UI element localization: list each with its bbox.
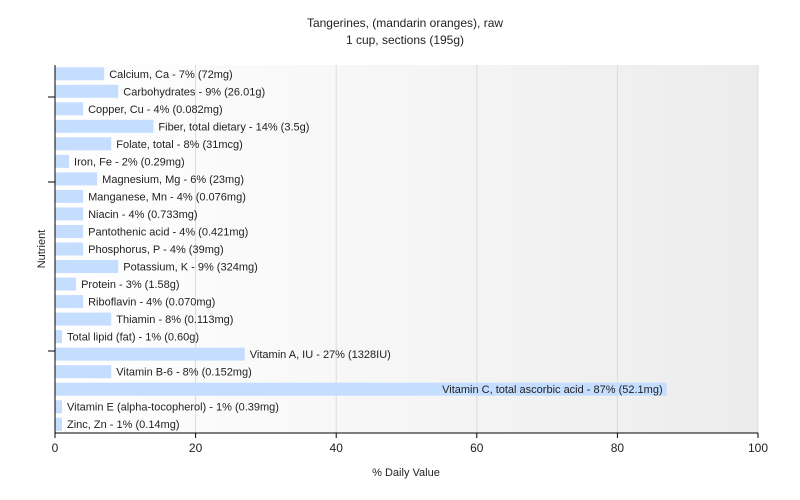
bar	[55, 102, 84, 116]
x-tick-label: 60	[470, 441, 484, 455]
bar-label: Calcium, Ca - 7% (72mg)	[109, 69, 232, 81]
bar	[55, 172, 98, 186]
bar-label: Fiber, total dietary - 14% (3.5g)	[158, 121, 309, 133]
bar	[55, 154, 70, 168]
bar-label: Manganese, Mn - 4% (0.076mg)	[88, 191, 246, 203]
gridlines	[195, 65, 759, 433]
bar	[55, 295, 84, 309]
bar-label: Zinc, Zn - 1% (0.14mg)	[67, 419, 179, 431]
bar-label: Carbohydrates - 9% (26.01g)	[123, 86, 265, 98]
bar-label: Total lipid (fat) - 1% (0.60g)	[67, 332, 199, 344]
bar	[55, 417, 63, 431]
bar-label: Potassium, K - 9% (324mg)	[123, 262, 258, 274]
bar-label: Vitamin B-6 - 8% (0.152mg)	[116, 367, 252, 379]
bar	[55, 137, 112, 151]
bar-label: Thiamin - 8% (0.113mg)	[116, 314, 233, 326]
bar	[55, 382, 667, 396]
bar-label: Folate, total - 8% (31mcg)	[116, 139, 243, 151]
bar-label: Copper, Cu - 4% (0.082mg)	[88, 104, 223, 116]
bar-label: Vitamin C, total ascorbic acid - 87% (52…	[442, 384, 663, 396]
bar-label: Niacin - 4% (0.733mg)	[88, 209, 197, 221]
bar-label: Protein - 3% (1.58g)	[81, 279, 179, 291]
x-tick-label: 20	[189, 441, 203, 455]
bar	[55, 224, 84, 238]
bar-label: Pantothenic acid - 4% (0.421mg)	[88, 226, 248, 238]
x-tick-label: 40	[330, 441, 344, 455]
bar-label: Phosphorus, P - 4% (39mg)	[88, 244, 224, 256]
bar	[55, 400, 63, 414]
bar-label: Magnesium, Mg - 6% (23mg)	[102, 174, 244, 186]
bar	[55, 67, 105, 81]
bar-label: Iron, Fe - 2% (0.29mg)	[74, 156, 185, 168]
bar	[55, 207, 84, 221]
chart-title: Tangerines, (mandarin oranges), raw	[307, 16, 503, 30]
bar	[55, 260, 119, 274]
x-tick-label: 100	[748, 441, 768, 455]
bar	[55, 119, 154, 133]
bar-label: Vitamin A, IU - 27% (1328IU)	[250, 349, 391, 361]
bar	[55, 189, 84, 203]
bar-label: Riboflavin - 4% (0.070mg)	[88, 297, 215, 309]
bar-label: Vitamin E (alpha-tocopherol) - 1% (0.39m…	[67, 402, 279, 414]
bars-group: Calcium, Ca - 7% (72mg) Carbohydrates - 9…	[55, 67, 667, 431]
bar	[55, 277, 77, 291]
bar	[55, 347, 245, 361]
bar	[55, 312, 112, 326]
bar	[55, 365, 112, 379]
bar	[55, 330, 63, 344]
x-tick-label: 80	[611, 441, 625, 455]
x-tick-label: 0	[52, 441, 59, 455]
y-axis-label: Nutrient	[36, 230, 48, 269]
axes-group: 0 20 40 60 80 100	[48, 65, 768, 455]
bar	[55, 84, 119, 98]
chart-subtitle: 1 cup, sections (195g)	[346, 33, 464, 47]
plot-area	[55, 65, 758, 433]
bar	[55, 242, 84, 256]
x-axis-label: % Daily Value	[372, 467, 440, 479]
